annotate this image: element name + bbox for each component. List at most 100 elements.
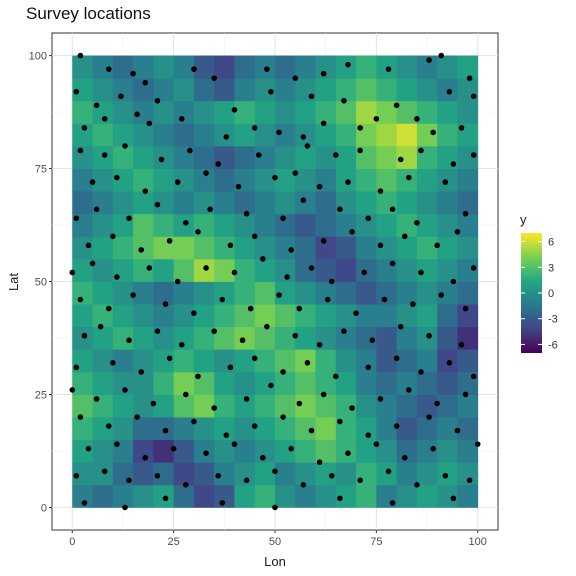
survey-point [178,341,185,348]
raster-cell [356,417,377,441]
raster-cell [214,168,235,192]
survey-point [105,305,112,312]
y-axis-title: Lat [6,273,21,291]
survey-point [320,120,327,127]
survey-point [166,238,173,244]
survey-point [438,52,445,59]
raster-cell [396,417,418,441]
survey-point [410,301,416,307]
raster-cell [356,484,377,508]
raster-cell [416,417,438,441]
raster-cell [234,484,256,508]
survey-point [272,174,278,181]
raster-cell [133,371,154,395]
raster-cell [457,191,479,215]
survey-point [450,278,457,285]
raster-cell [376,417,398,441]
raster-cell [315,78,337,102]
raster-cell [234,191,256,215]
survey-point [154,97,161,104]
survey-point [365,432,372,438]
survey-point [345,179,351,185]
survey-point [474,441,481,447]
raster-cell [376,168,398,192]
survey-point [434,242,440,249]
raster-cell [193,123,215,147]
raster-cell [234,55,256,79]
raster-cell [193,145,215,169]
raster-cell [437,394,458,418]
survey-point [110,233,116,240]
raster-cell [356,304,377,328]
raster-cell [416,100,438,124]
survey-point [162,301,169,307]
raster-cell [72,326,93,350]
survey-point [219,296,226,303]
survey-point [365,364,372,371]
raster-cell [72,417,93,441]
survey-point [146,265,153,271]
survey-point [442,179,449,185]
survey-point [105,423,112,429]
raster-cell [315,236,337,260]
survey-point [296,400,303,407]
survey-point [146,120,153,127]
raster-cell [72,281,93,305]
survey-point [320,238,327,244]
legend-title: y [520,212,527,227]
raster-cell [376,349,398,373]
survey-point [243,477,250,484]
survey-point [223,134,230,140]
survey-point [174,278,181,285]
raster-cell [133,462,154,486]
survey-point [231,441,238,447]
raster-cell [112,78,134,102]
survey-point [462,210,469,217]
raster-cell [335,326,357,350]
survey-point [138,369,144,375]
survey-point [81,125,88,131]
survey-point [150,400,157,407]
y-tick-label: 75 [35,164,47,176]
survey-point [377,396,384,402]
survey-point [134,111,140,118]
x-tick-label: 100 [469,536,487,548]
raster-cell [72,462,93,486]
raster-cell [193,78,215,102]
survey-point [255,152,262,158]
raster-cell [295,55,316,79]
survey-point [251,233,258,240]
raster-cell [335,371,357,395]
raster-cell [437,484,458,508]
survey-point [462,391,469,398]
raster-cell [214,191,235,215]
raster-cell [295,258,316,282]
survey-point [454,229,461,235]
raster-cell [396,349,418,373]
raster-cell [335,281,357,305]
survey-point [211,75,217,81]
survey-point [227,242,234,249]
raster-cell [275,304,296,328]
raster-cell [437,213,458,237]
raster-cell [112,168,134,192]
survey-point [276,129,282,136]
survey-point [77,147,84,154]
raster-cell [457,439,479,463]
raster-cell [275,326,296,350]
survey-point [430,129,436,136]
survey-point [101,116,108,122]
raster-cell [173,462,195,486]
raster-cell [457,462,479,486]
raster-cell [376,462,398,486]
survey-point [105,66,112,72]
raster-cell [315,484,337,508]
raster-cell [376,326,398,350]
survey-point [385,468,392,475]
survey-point [426,57,432,63]
raster-cell [315,281,337,305]
raster-cell [92,439,114,463]
raster-cell [234,213,256,237]
survey-point [296,305,303,312]
